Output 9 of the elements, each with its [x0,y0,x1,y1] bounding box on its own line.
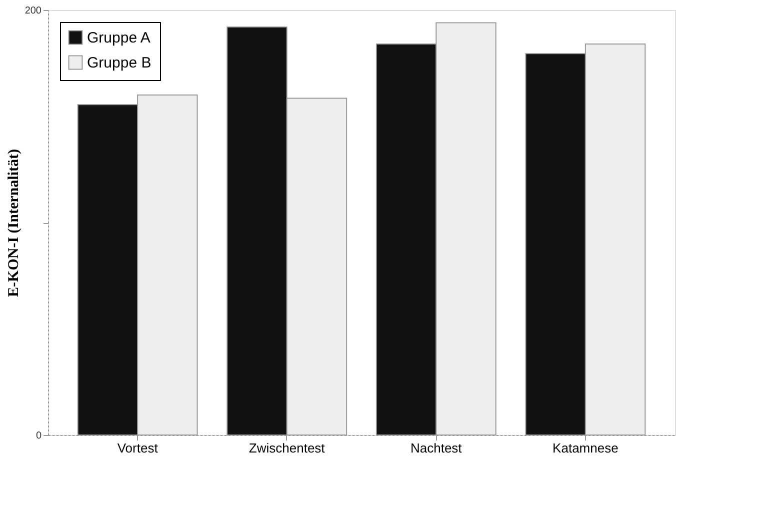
y-tick-label: 0 [36,430,42,442]
y-tick-label: 200 [24,6,42,16]
y-axis-title: E-KON-I (Internalität) [6,149,22,297]
x-tick-label: Nachtest [410,440,462,456]
legend-label: Gruppe A [87,30,150,46]
x-tick-label: Zwischentest [248,440,326,456]
legend-label: Gruppe B [87,54,152,72]
x-tick-label: Vortest [117,440,158,456]
x-tick-label: Katamnese [552,440,618,456]
